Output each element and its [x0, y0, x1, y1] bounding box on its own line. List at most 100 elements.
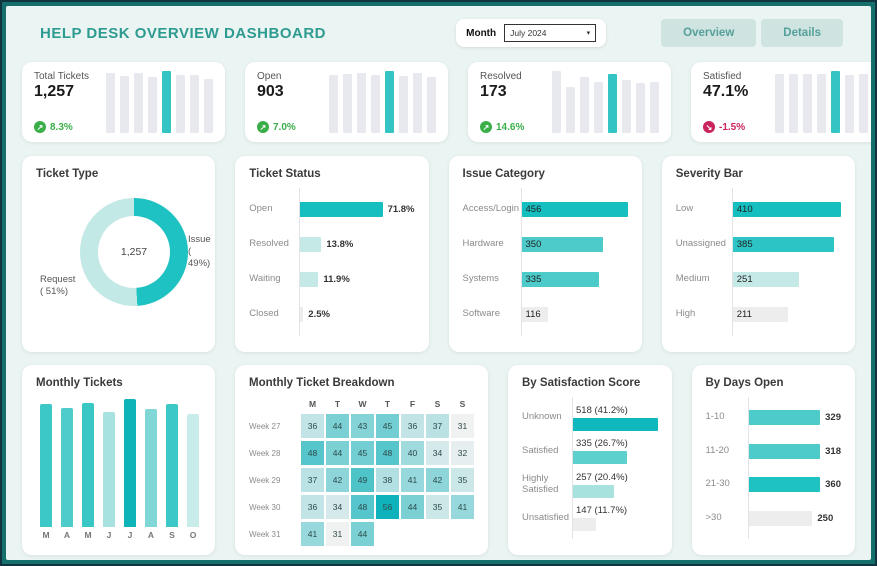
vbar-bar[interactable] — [103, 411, 115, 527]
bar-track — [572, 417, 658, 431]
heatmap-cell[interactable]: 35 — [426, 495, 449, 519]
heatmap-cell[interactable]: 49 — [351, 468, 374, 492]
heatmap-cell[interactable]: 36 — [301, 495, 324, 519]
vbar-column: J — [103, 399, 115, 540]
vbar-column: A — [61, 399, 73, 540]
bar[interactable] — [572, 451, 628, 465]
bar[interactable] — [572, 417, 658, 431]
sparkline-bar — [427, 77, 436, 133]
heatmap-cell[interactable]: 40 — [401, 441, 424, 465]
heatmap-cell[interactable]: 37 — [426, 414, 449, 438]
heatmap-cell[interactable]: 43 — [351, 414, 374, 438]
heatmap-cell[interactable]: 34 — [426, 441, 449, 465]
kpi-sparkline — [552, 71, 661, 133]
heatmap-cell[interactable]: 48 — [351, 495, 374, 519]
bar-track: 360 — [747, 477, 841, 493]
heatmap-cell[interactable]: 45 — [351, 441, 374, 465]
bar[interactable]: 335 — [520, 272, 600, 287]
bar[interactable] — [747, 477, 821, 493]
heatmap-cell[interactable]: 31 — [326, 522, 349, 546]
donut-slice-label: Issue( 49%) — [188, 234, 211, 270]
bar-value: 518 (41.2%) — [576, 404, 628, 416]
heatmap-cell[interactable]: 32 — [451, 441, 474, 465]
heatmap-cell[interactable]: 44 — [326, 441, 349, 465]
bar-value: 410 — [736, 204, 753, 215]
panel-monthly-breakdown: Monthly Ticket Breakdown M T W T F S S Week 27 3… — [235, 365, 488, 555]
week-label: Week 27 — [249, 421, 281, 431]
bar[interactable]: 251 — [731, 272, 799, 287]
vbar-bar[interactable] — [82, 402, 94, 527]
bar[interactable] — [299, 272, 319, 287]
vbar-bar[interactable] — [124, 399, 136, 527]
vbar-bar[interactable] — [187, 414, 199, 527]
bar[interactable] — [299, 307, 304, 322]
heatmap-cell[interactable]: 56 — [376, 495, 399, 519]
bar[interactable] — [299, 202, 383, 217]
slice-name: Issue — [188, 234, 211, 245]
heatmap-cell[interactable]: 48 — [376, 441, 399, 465]
bar-category-label: Hardware — [462, 238, 504, 250]
heatmap-cell[interactable]: 41 — [451, 495, 474, 519]
heatmap-cell[interactable]: 42 — [326, 468, 349, 492]
bar[interactable] — [572, 518, 597, 532]
bar[interactable]: 350 — [520, 237, 603, 252]
bar-stack: 335 (26.7%) — [572, 438, 658, 465]
severity-bar-chart: Low 410 Unassigned 385 Medium 251 High 211 — [676, 186, 841, 338]
bar[interactable]: 385 — [731, 237, 835, 252]
bar[interactable] — [747, 510, 813, 526]
bar-row: Access/Login 456 — [463, 202, 628, 217]
vbar-bar[interactable] — [40, 404, 52, 527]
vbar-bar[interactable] — [166, 404, 178, 527]
heatmap-cell[interactable]: 48 — [301, 441, 324, 465]
bar[interactable]: 211 — [731, 307, 788, 322]
vbar-column: A — [145, 399, 157, 540]
heatmap-cell[interactable]: 34 — [326, 495, 349, 519]
sparkline-bar — [120, 75, 129, 133]
bar-track: 456 — [520, 202, 628, 217]
heatmap-cell[interactable]: 45 — [376, 414, 399, 438]
bar[interactable] — [299, 237, 322, 252]
panel-days-open: By Days Open 1-10 329 11-20 318 21-30 360 >30 2… — [691, 365, 855, 555]
donut-chart[interactable]: 1,257 — [80, 198, 188, 306]
slice-name: Request — [40, 274, 76, 285]
heatmap-cell[interactable]: 44 — [326, 414, 349, 438]
sparkline-bar — [148, 76, 157, 133]
heatmap-cell[interactable]: 41 — [301, 522, 324, 546]
sparkline-bar — [176, 75, 185, 133]
bar[interactable] — [747, 443, 821, 459]
bar-row: Unassigned 385 — [676, 237, 841, 252]
heatmap-cell[interactable]: 38 — [376, 468, 399, 492]
heatmap-cell[interactable]: 44 — [401, 495, 424, 519]
charts-row-bottom: Monthly Tickets M A M J J A S O Monthly Ticket … — [22, 365, 855, 555]
sparkline-bar — [831, 71, 840, 133]
bar[interactable]: 410 — [731, 202, 841, 217]
heatmap-cell[interactable]: 36 — [401, 414, 424, 438]
vbar-bar[interactable] — [61, 407, 73, 527]
kpi-sparkline — [106, 71, 215, 133]
bar[interactable] — [572, 484, 615, 498]
heatmap-cell[interactable]: 31 — [451, 414, 474, 438]
bar-value: 211 — [736, 309, 752, 320]
panel-title: Severity Bar — [675, 168, 743, 180]
heatmap-cell[interactable]: 35 — [451, 468, 474, 492]
month-dropdown[interactable]: July 2024 ▾ — [504, 24, 597, 42]
bar[interactable]: 456 — [520, 202, 628, 217]
hbar-chart: Open 71.8% Resolved 13.8% Waiting 11.9% Closed… — [249, 186, 415, 338]
overview-button[interactable]: Overview — [661, 19, 757, 47]
bar[interactable]: 116 — [520, 307, 548, 322]
panel-ticket-status: Ticket Status Open 71.8% Resolved 13.8% Wait… — [235, 156, 429, 352]
heatmap-cell[interactable]: 41 — [401, 468, 424, 492]
panel-issue-category: Issue Category Access/Login 456 Hardware 35… — [448, 156, 642, 352]
bar-value: 13.8% — [326, 239, 354, 250]
heatmap-cell[interactable]: 36 — [301, 414, 324, 438]
heatmap-cell — [451, 522, 474, 546]
heatmap-cell[interactable]: 42 — [426, 468, 449, 492]
kpi-card: Total Tickets 1,257 ↗ 8.3% — [22, 62, 225, 142]
bar-row: Resolved 13.8% — [249, 237, 414, 252]
heatmap-cell[interactable]: 37 — [301, 468, 324, 492]
bar[interactable] — [747, 410, 821, 426]
vbar-bar[interactable] — [145, 409, 157, 527]
details-button[interactable]: Details — [761, 19, 843, 47]
heatmap-cell[interactable]: 44 — [351, 522, 374, 546]
